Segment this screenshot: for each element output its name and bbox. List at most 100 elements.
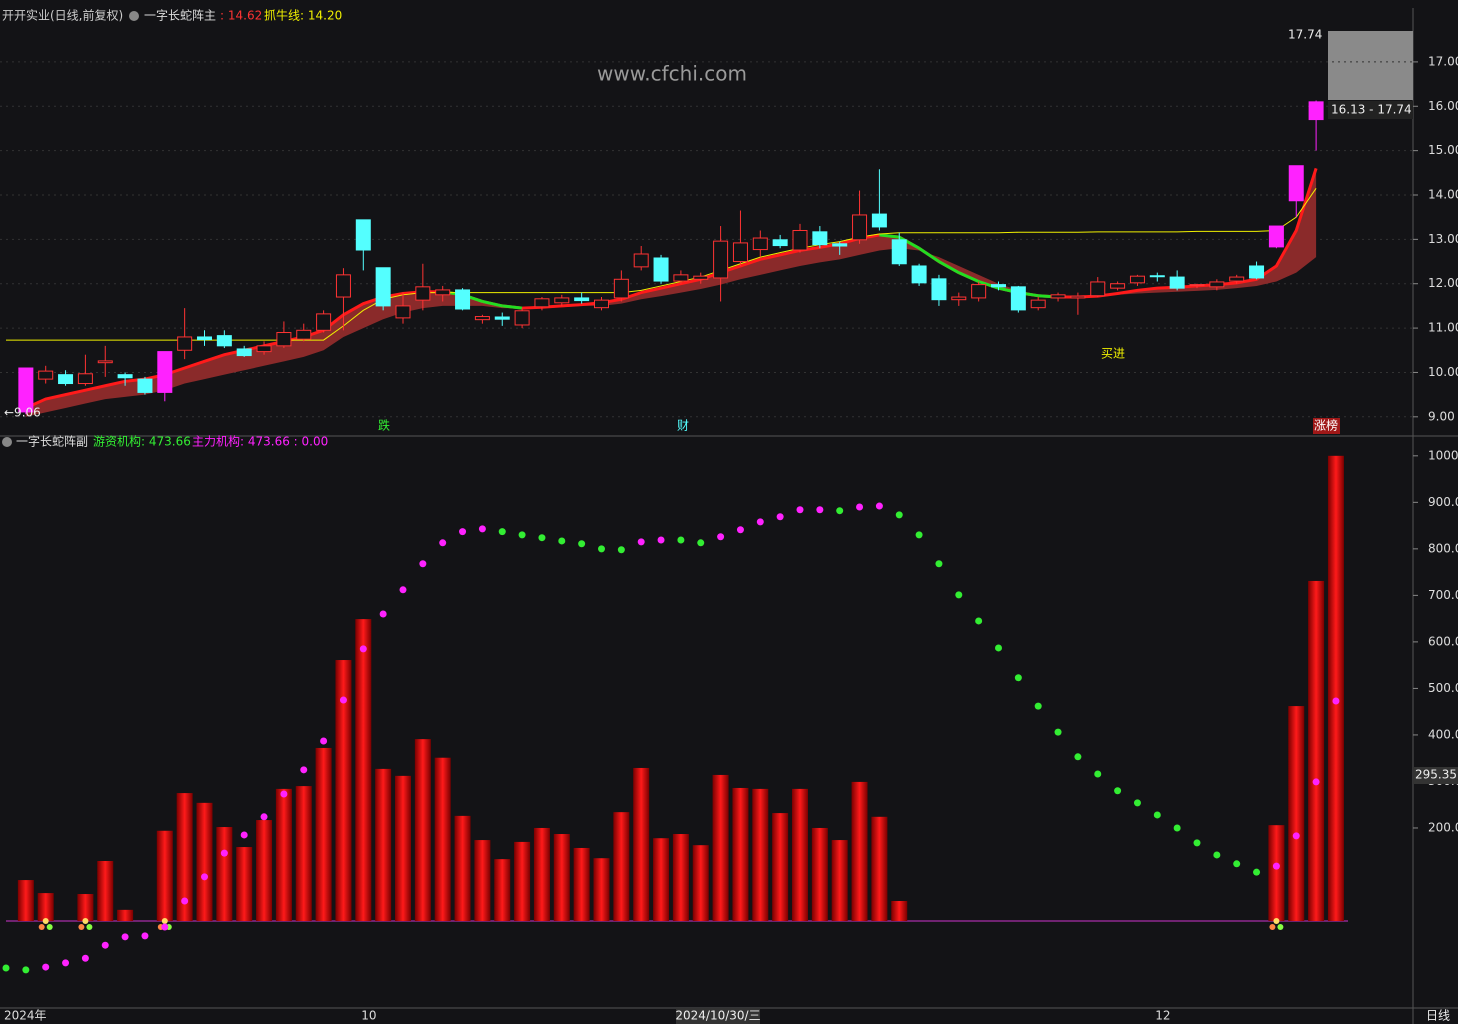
ribbon-fall-segment (502, 304, 523, 310)
sub-value-b: 主力机构: 473.66 : 0.00 (192, 434, 328, 449)
dot (1153, 811, 1161, 819)
low-price-label: ←9.06 (4, 406, 41, 420)
bar (196, 802, 213, 922)
bar (692, 845, 709, 922)
sub-indicator-name: 一字长蛇阵副 (16, 434, 88, 449)
bar (831, 840, 848, 922)
bar (633, 767, 650, 922)
dot (558, 537, 566, 545)
cursor-date-bg (676, 1008, 760, 1024)
bar (216, 827, 233, 922)
dot (101, 941, 109, 949)
event-mark: 涨榜 (1314, 418, 1338, 433)
dot (379, 610, 387, 618)
dot (617, 546, 625, 554)
dot (478, 525, 486, 533)
signal-marker (1277, 924, 1284, 931)
x-tick-label: 12 (1155, 1009, 1170, 1023)
y-tick-label: 500.0 (1428, 681, 1458, 695)
candle-body (177, 336, 193, 351)
y-tick-label: 13.00 (1428, 232, 1458, 246)
indicator-icon[interactable] (129, 11, 139, 21)
bar (613, 812, 630, 922)
dot (220, 849, 228, 857)
bar (514, 841, 531, 922)
candle-body (951, 296, 967, 301)
event-mark: 财 (677, 419, 689, 433)
dot (1193, 839, 1201, 847)
dot (995, 644, 1002, 652)
dot (260, 813, 268, 821)
candle-body (276, 332, 292, 347)
dot (1233, 860, 1241, 868)
dot (439, 539, 447, 547)
line-value: 抓牛线: 14.20 (264, 8, 342, 23)
candle-body (971, 284, 987, 299)
bar (315, 747, 332, 922)
bar (851, 781, 868, 922)
bar (474, 840, 491, 922)
candle-body (991, 284, 1006, 288)
dot (121, 933, 129, 941)
dot (895, 511, 903, 519)
dot (796, 506, 804, 514)
dot (1253, 868, 1261, 876)
candle-body (455, 289, 471, 310)
dot (1054, 728, 1062, 736)
candle-body (137, 378, 153, 393)
y-tick-label: 14.00 (1428, 187, 1458, 201)
dot (697, 539, 705, 547)
dot (1272, 862, 1280, 870)
candle-body (216, 335, 232, 347)
candle-body (117, 374, 133, 379)
bar (1308, 580, 1325, 922)
dot (816, 506, 824, 514)
bar (414, 739, 431, 922)
y-tick-label: 200.0 (1428, 820, 1458, 834)
signal-marker (161, 918, 168, 925)
bar (752, 788, 769, 922)
dot (2, 964, 10, 972)
candle-body (653, 257, 669, 282)
candle-body (891, 239, 907, 265)
y-tick-label: 1000 (1428, 448, 1458, 462)
candle-body (435, 289, 451, 296)
candle-body (1268, 225, 1284, 248)
y-tick-label: 600.0 (1428, 634, 1458, 648)
dot (300, 766, 308, 774)
ribbon-fall-segment (958, 271, 980, 283)
dot (677, 536, 685, 544)
x-tick-label: 2024年 (4, 1009, 47, 1023)
dot (359, 645, 367, 653)
bar (295, 786, 312, 922)
bar (772, 813, 789, 922)
candle-body (157, 351, 173, 393)
signal-marker (46, 924, 53, 931)
y-tick-label: 12.00 (1428, 276, 1458, 290)
bar (97, 860, 114, 922)
candle-body (693, 275, 709, 280)
dot (22, 966, 30, 974)
bar (454, 815, 471, 922)
bar (17, 880, 34, 922)
range-label: 16.13 - 17.74 (1331, 103, 1412, 117)
candle-body (474, 316, 490, 321)
dot (141, 932, 149, 940)
dot (1094, 770, 1102, 778)
dot (201, 873, 208, 881)
period-label[interactable]: 日线 (1426, 1009, 1450, 1023)
range-box (1328, 101, 1413, 119)
indicator-icon[interactable] (2, 437, 12, 447)
dot (776, 513, 784, 521)
dot (1014, 674, 1022, 682)
candle-body (1288, 165, 1304, 202)
bar (176, 793, 193, 922)
x-tick-label: 10 (361, 1009, 376, 1023)
candle-body (752, 237, 768, 251)
dot (657, 536, 665, 544)
bar (891, 901, 908, 922)
candle-body (97, 360, 113, 364)
dot (756, 518, 764, 526)
bar (712, 774, 729, 922)
candle-body (534, 298, 550, 308)
